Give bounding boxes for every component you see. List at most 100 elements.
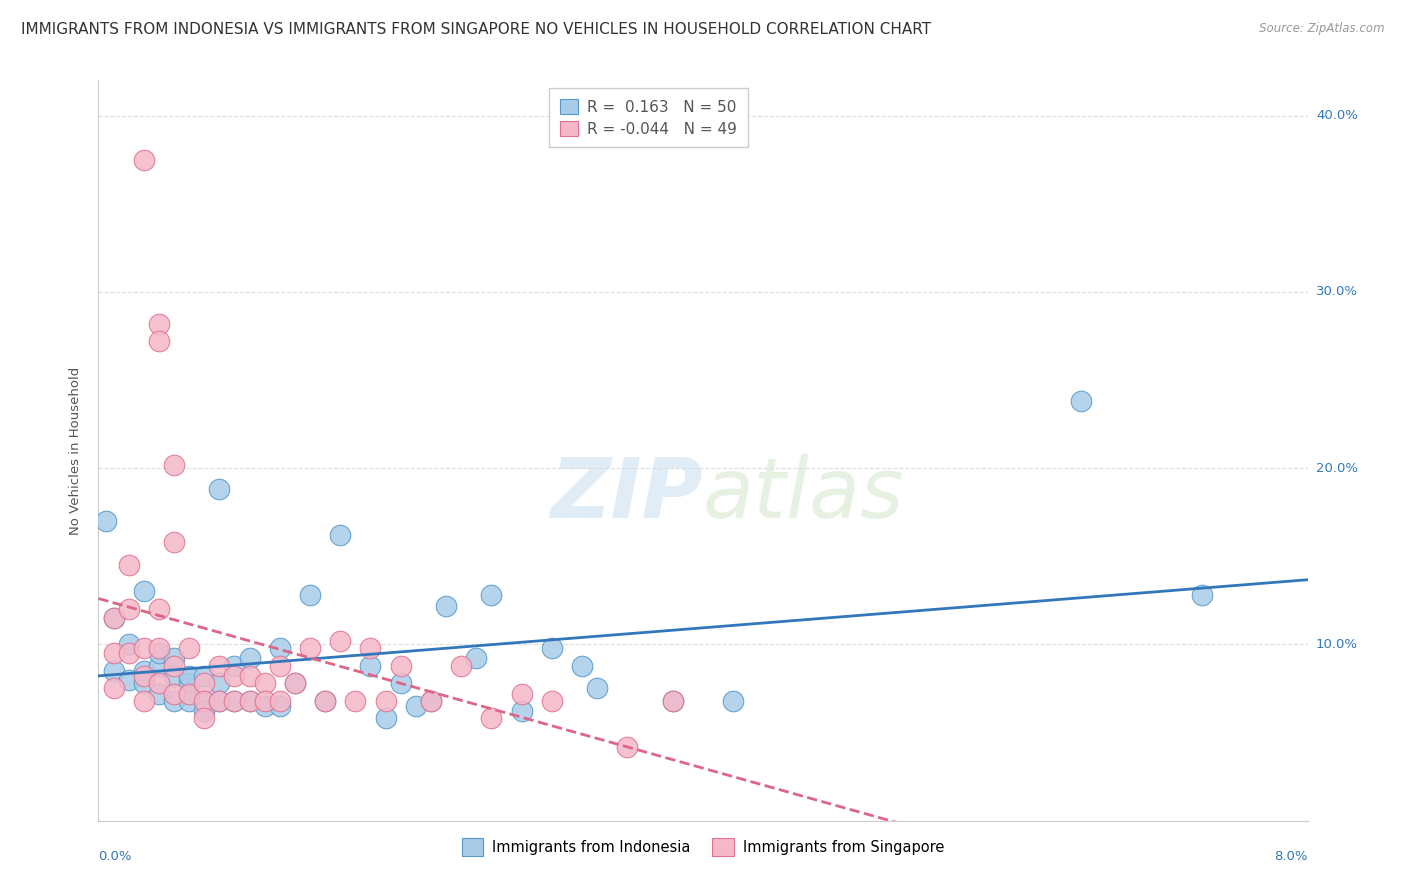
Text: 40.0%: 40.0% — [1316, 109, 1358, 122]
Point — [723, 694, 745, 708]
Point — [103, 646, 125, 660]
Point — [193, 694, 215, 708]
Point — [163, 458, 186, 472]
Point — [208, 482, 231, 496]
Point — [434, 599, 457, 613]
Point — [193, 694, 215, 708]
Point — [148, 658, 170, 673]
Point — [465, 651, 488, 665]
Point — [118, 602, 141, 616]
Point — [118, 646, 141, 660]
Point — [148, 317, 170, 331]
Point — [103, 681, 125, 696]
Point — [374, 694, 396, 708]
Point — [450, 658, 472, 673]
Point — [118, 637, 141, 651]
Point — [163, 687, 186, 701]
Point — [481, 588, 503, 602]
Point — [208, 694, 231, 708]
Point — [360, 658, 382, 673]
Point — [208, 658, 231, 673]
Legend: Immigrants from Indonesia, Immigrants from Singapore: Immigrants from Indonesia, Immigrants fr… — [456, 832, 950, 862]
Point — [103, 611, 125, 625]
Point — [374, 711, 396, 725]
Text: atlas: atlas — [703, 454, 904, 535]
Point — [284, 676, 307, 690]
Point — [132, 694, 155, 708]
Point — [163, 658, 186, 673]
Point — [148, 334, 170, 348]
Point — [148, 687, 170, 701]
Point — [239, 694, 262, 708]
Point — [163, 694, 186, 708]
Point — [329, 528, 352, 542]
Point — [420, 694, 443, 708]
Point — [239, 651, 262, 665]
Point — [661, 694, 683, 708]
Point — [118, 558, 141, 572]
Point — [193, 704, 215, 718]
Point — [314, 694, 336, 708]
Point — [193, 711, 215, 725]
Point — [132, 584, 155, 599]
Text: 20.0%: 20.0% — [1316, 461, 1358, 475]
Text: ZIP: ZIP — [550, 454, 703, 535]
Text: Source: ZipAtlas.com: Source: ZipAtlas.com — [1260, 22, 1385, 36]
Point — [616, 739, 638, 754]
Point — [344, 694, 367, 708]
Point — [224, 658, 246, 673]
Point — [118, 673, 141, 687]
Point — [239, 694, 262, 708]
Point — [94, 514, 117, 528]
Point — [239, 669, 262, 683]
Point — [103, 664, 125, 678]
Point — [148, 640, 170, 655]
Point — [510, 704, 533, 718]
Point — [253, 699, 276, 714]
Point — [510, 687, 533, 701]
Point — [103, 611, 125, 625]
Point — [132, 640, 155, 655]
Point — [269, 694, 291, 708]
Point — [253, 676, 276, 690]
Point — [586, 681, 609, 696]
Point — [1070, 394, 1092, 409]
Point — [163, 535, 186, 549]
Point — [208, 676, 231, 690]
Point — [540, 640, 562, 655]
Point — [1191, 588, 1213, 602]
Point — [132, 676, 155, 690]
Point — [360, 640, 382, 655]
Point — [179, 676, 201, 690]
Point — [148, 676, 170, 690]
Point — [208, 694, 231, 708]
Point — [481, 711, 503, 725]
Point — [179, 687, 201, 701]
Text: 10.0%: 10.0% — [1316, 638, 1358, 651]
Point — [299, 588, 322, 602]
Point — [132, 153, 155, 167]
Point — [132, 664, 155, 678]
Point — [661, 694, 683, 708]
Point — [571, 658, 593, 673]
Point — [179, 694, 201, 708]
Text: 0.0%: 0.0% — [98, 850, 132, 863]
Point — [193, 669, 215, 683]
Point — [540, 694, 562, 708]
Point — [179, 669, 201, 683]
Point — [284, 676, 307, 690]
Point — [329, 633, 352, 648]
Point — [148, 646, 170, 660]
Point — [314, 694, 336, 708]
Point — [224, 694, 246, 708]
Point — [253, 694, 276, 708]
Point — [299, 640, 322, 655]
Point — [193, 676, 215, 690]
Point — [148, 602, 170, 616]
Point — [224, 694, 246, 708]
Point — [224, 669, 246, 683]
Point — [420, 694, 443, 708]
Point — [269, 658, 291, 673]
Point — [269, 699, 291, 714]
Text: IMMIGRANTS FROM INDONESIA VS IMMIGRANTS FROM SINGAPORE NO VEHICLES IN HOUSEHOLD : IMMIGRANTS FROM INDONESIA VS IMMIGRANTS … — [21, 22, 931, 37]
